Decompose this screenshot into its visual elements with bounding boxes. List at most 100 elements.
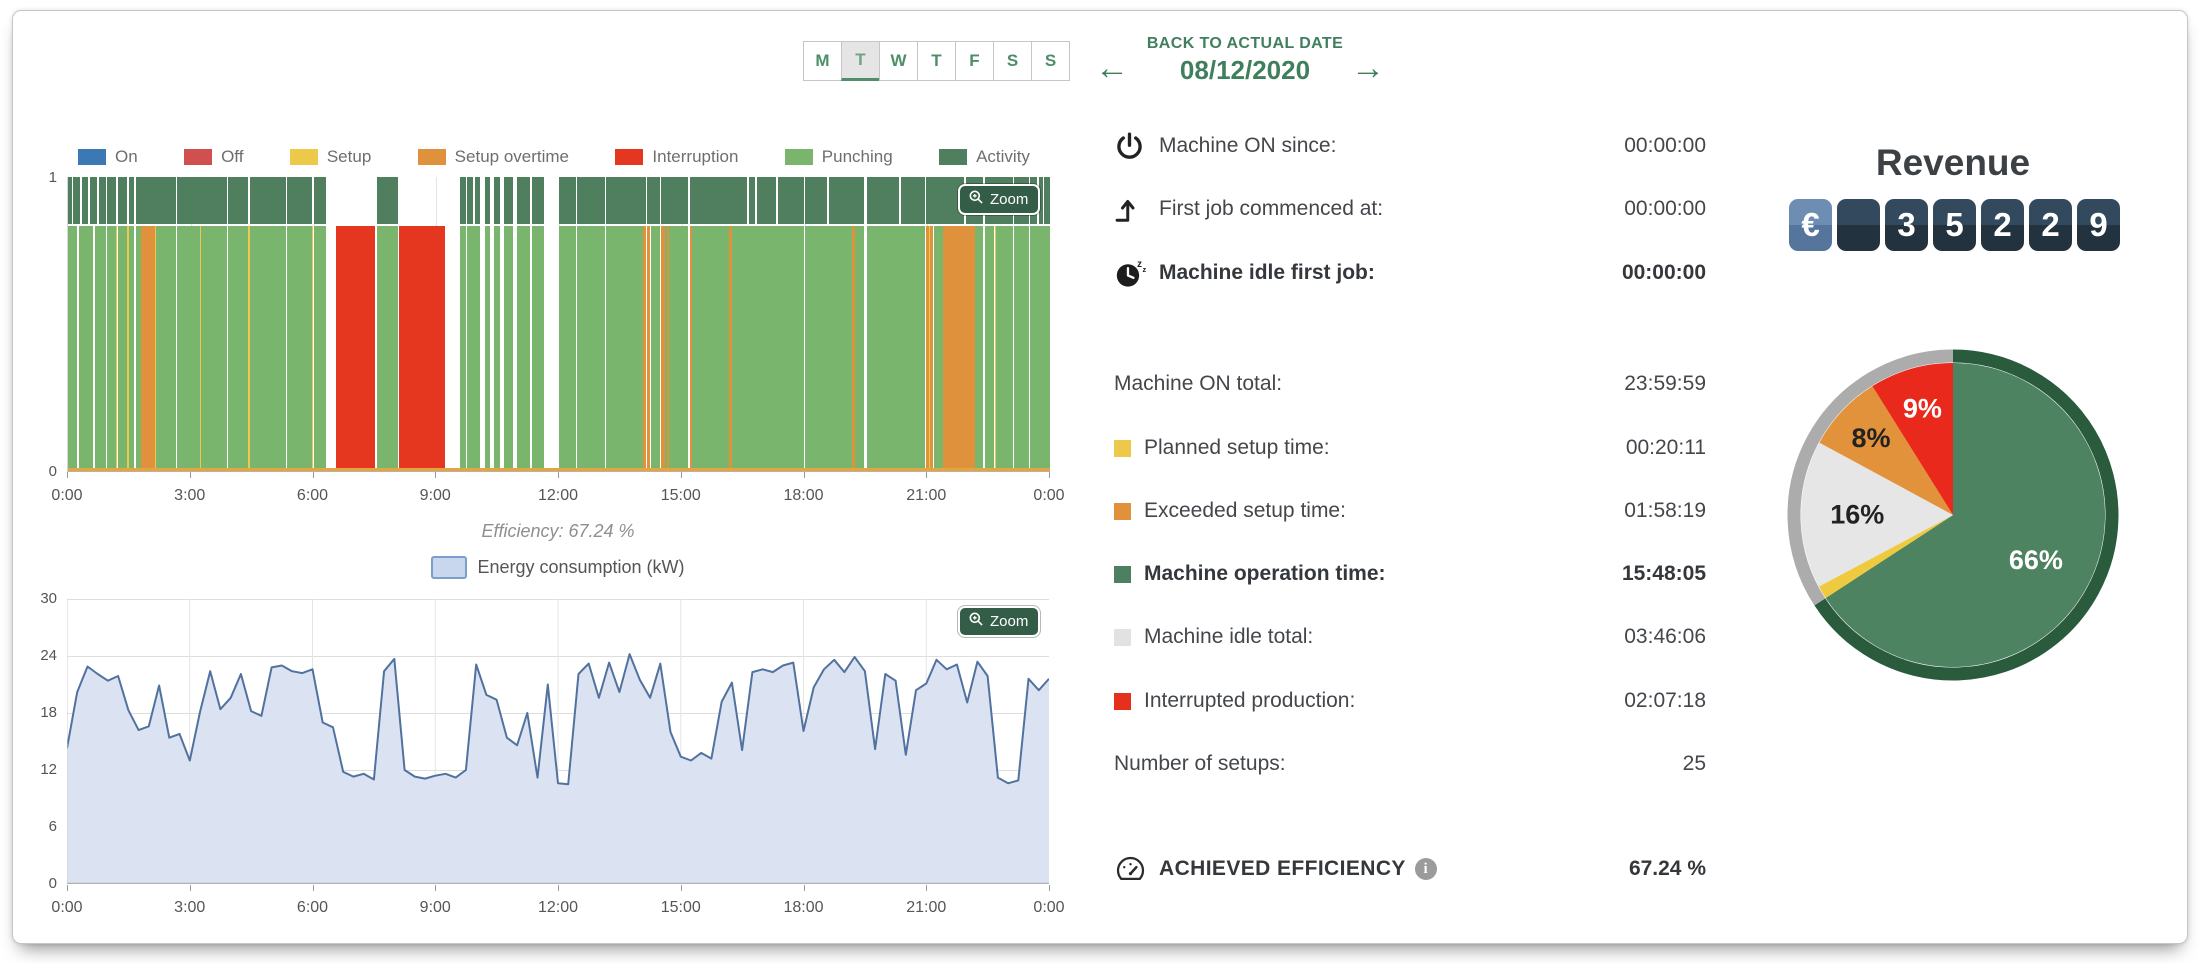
stat-row-9: Number of setups: 25 bbox=[1114, 747, 1706, 781]
axis-tick-label: 0:00 bbox=[1033, 899, 1065, 916]
day-button-F-4[interactable]: F bbox=[955, 41, 994, 81]
stat-label-text: Number of setups: bbox=[1114, 752, 1286, 775]
day-button-S-6[interactable]: S bbox=[1031, 41, 1070, 81]
timeline-segment-p bbox=[107, 226, 116, 471]
stat-label-text: Machine operation time: bbox=[1144, 562, 1386, 585]
legend-label: Setup bbox=[326, 147, 372, 166]
timeline-segment-p bbox=[669, 226, 689, 471]
day-button-S-5[interactable]: S bbox=[993, 41, 1032, 81]
axis-tick bbox=[680, 885, 682, 891]
activity-segment bbox=[475, 177, 481, 225]
axis-tick-label: 21:00 bbox=[906, 899, 947, 916]
axis-tick-label: 15:00 bbox=[660, 899, 701, 916]
timeline-segment-p bbox=[559, 226, 577, 471]
current-date: 08/12/2020 bbox=[1179, 55, 1311, 85]
digit-tile: 5 bbox=[1933, 199, 1976, 251]
timeline-segment-p bbox=[177, 226, 200, 471]
axis-tick-label: 12:00 bbox=[537, 899, 579, 916]
energy-legend-label: Energy consumption (kW) bbox=[477, 557, 685, 577]
stat-row-10: ACHIEVED EFFICIENCY i 67.24 % bbox=[1114, 852, 1706, 886]
axis-tick-label: 0:00 bbox=[51, 899, 83, 916]
stat-label: Planned setup time: bbox=[1144, 436, 1330, 460]
timeline-segment-o bbox=[942, 226, 975, 471]
axis-tick-label: 0:00 bbox=[1033, 487, 1065, 504]
day-button-W-2[interactable]: W bbox=[879, 41, 918, 81]
back-to-actual-date[interactable]: BACK TO ACTUAL DATE 08/12/2020 bbox=[1133, 35, 1357, 86]
timeline-segment-p bbox=[804, 226, 852, 471]
timeline-segment-y bbox=[994, 226, 996, 471]
efficiency-caption: Efficiency: 67.24 % bbox=[481, 521, 635, 541]
pie-slice-9% bbox=[1872, 363, 1953, 515]
energy-zoom-button[interactable]: Zoom bbox=[958, 606, 1041, 637]
stat-label-text: Machine idle first job: bbox=[1159, 261, 1375, 284]
day-button-T-1[interactable]: T bbox=[841, 41, 880, 81]
timeline-segment-o bbox=[729, 226, 733, 471]
activity-segment bbox=[466, 177, 474, 225]
stat-value: 01:58:19 bbox=[1624, 499, 1706, 522]
stat-label: Machine ON since: bbox=[1159, 134, 1336, 158]
activity-segment bbox=[504, 177, 514, 225]
energy-line bbox=[67, 653, 1049, 786]
stat-color-swatch bbox=[1114, 628, 1144, 646]
timeline-segment-p bbox=[156, 226, 176, 471]
timeline-segment-p bbox=[504, 226, 514, 471]
stat-row-3: Machine ON total: 23:59:59 bbox=[1114, 367, 1706, 401]
stat-label: Machine idle first job: bbox=[1159, 261, 1375, 285]
energy-y-label: 18 bbox=[40, 704, 57, 721]
activity-segment bbox=[606, 177, 647, 225]
axis-tick bbox=[926, 885, 928, 891]
stat-row-6: Machine operation time: 15:48:05 bbox=[1114, 557, 1706, 591]
timeline-segment-y bbox=[154, 226, 157, 471]
timeline-segment-o bbox=[851, 226, 856, 471]
axis-tick bbox=[803, 472, 805, 478]
axis-tick-label: 18:00 bbox=[783, 899, 824, 916]
activity-segment bbox=[661, 177, 689, 225]
timeline-segment-p bbox=[313, 226, 327, 471]
pie-label: 16% bbox=[1830, 500, 1884, 530]
back-to-actual-date-label[interactable]: BACK TO ACTUAL DATE bbox=[1146, 35, 1344, 52]
timeline-segment-p bbox=[933, 226, 943, 471]
activity-segment bbox=[107, 177, 116, 225]
stat-color-swatch bbox=[1114, 628, 1131, 646]
timeline-segment-p bbox=[117, 226, 128, 471]
activity-segment bbox=[228, 177, 249, 225]
day-button-T-3[interactable]: T bbox=[917, 41, 956, 81]
previous-day-arrow[interactable]: ← bbox=[1095, 49, 1129, 87]
day-button-M-0[interactable]: M bbox=[803, 41, 842, 81]
axis-tick-label: 12:00 bbox=[537, 487, 579, 504]
pie-ring-segment bbox=[1814, 349, 2119, 681]
activity-segment bbox=[1044, 177, 1050, 225]
stat-value: 03:46:06 bbox=[1624, 625, 1706, 648]
svg-text:z: z bbox=[1143, 265, 1147, 274]
axis-tick-label: 3:00 bbox=[174, 899, 206, 916]
axis-tick-label: 9:00 bbox=[419, 899, 451, 916]
timeline-zoom-button[interactable]: Zoom bbox=[958, 184, 1041, 215]
axis-tick bbox=[558, 885, 559, 891]
stat-label: Interrupted production: bbox=[1144, 689, 1355, 713]
legend-item-punching: Punching bbox=[784, 147, 893, 167]
activity-segment bbox=[68, 177, 73, 225]
stat-color-swatch bbox=[1114, 692, 1144, 710]
timeline-segment-o bbox=[643, 226, 647, 471]
activity-segment bbox=[1038, 177, 1043, 225]
activity-segment bbox=[73, 177, 81, 225]
pie-ring-segment bbox=[1787, 349, 1954, 606]
legend-item-on: On bbox=[78, 147, 138, 167]
timeline-segment-p bbox=[855, 226, 865, 471]
axis-tick-label: 3:00 bbox=[174, 487, 206, 504]
axis-tick bbox=[803, 885, 805, 891]
legend-label: Setup overtime bbox=[454, 147, 570, 166]
activity-segment bbox=[517, 177, 530, 225]
timeline-segment-p bbox=[494, 226, 501, 471]
stat-value: 00:00:00 bbox=[1624, 134, 1706, 157]
stat-label-text: Machine ON since: bbox=[1159, 134, 1337, 157]
axis-tick-label: 6:00 bbox=[296, 899, 329, 916]
info-icon[interactable]: i bbox=[1414, 858, 1437, 880]
activity-segment bbox=[117, 177, 128, 225]
legend-label: On bbox=[115, 147, 138, 166]
stat-value: 02:07:18 bbox=[1624, 689, 1706, 712]
next-day-arrow[interactable]: → bbox=[1351, 49, 1385, 87]
legend-item-interruption: Interruption bbox=[615, 147, 738, 167]
